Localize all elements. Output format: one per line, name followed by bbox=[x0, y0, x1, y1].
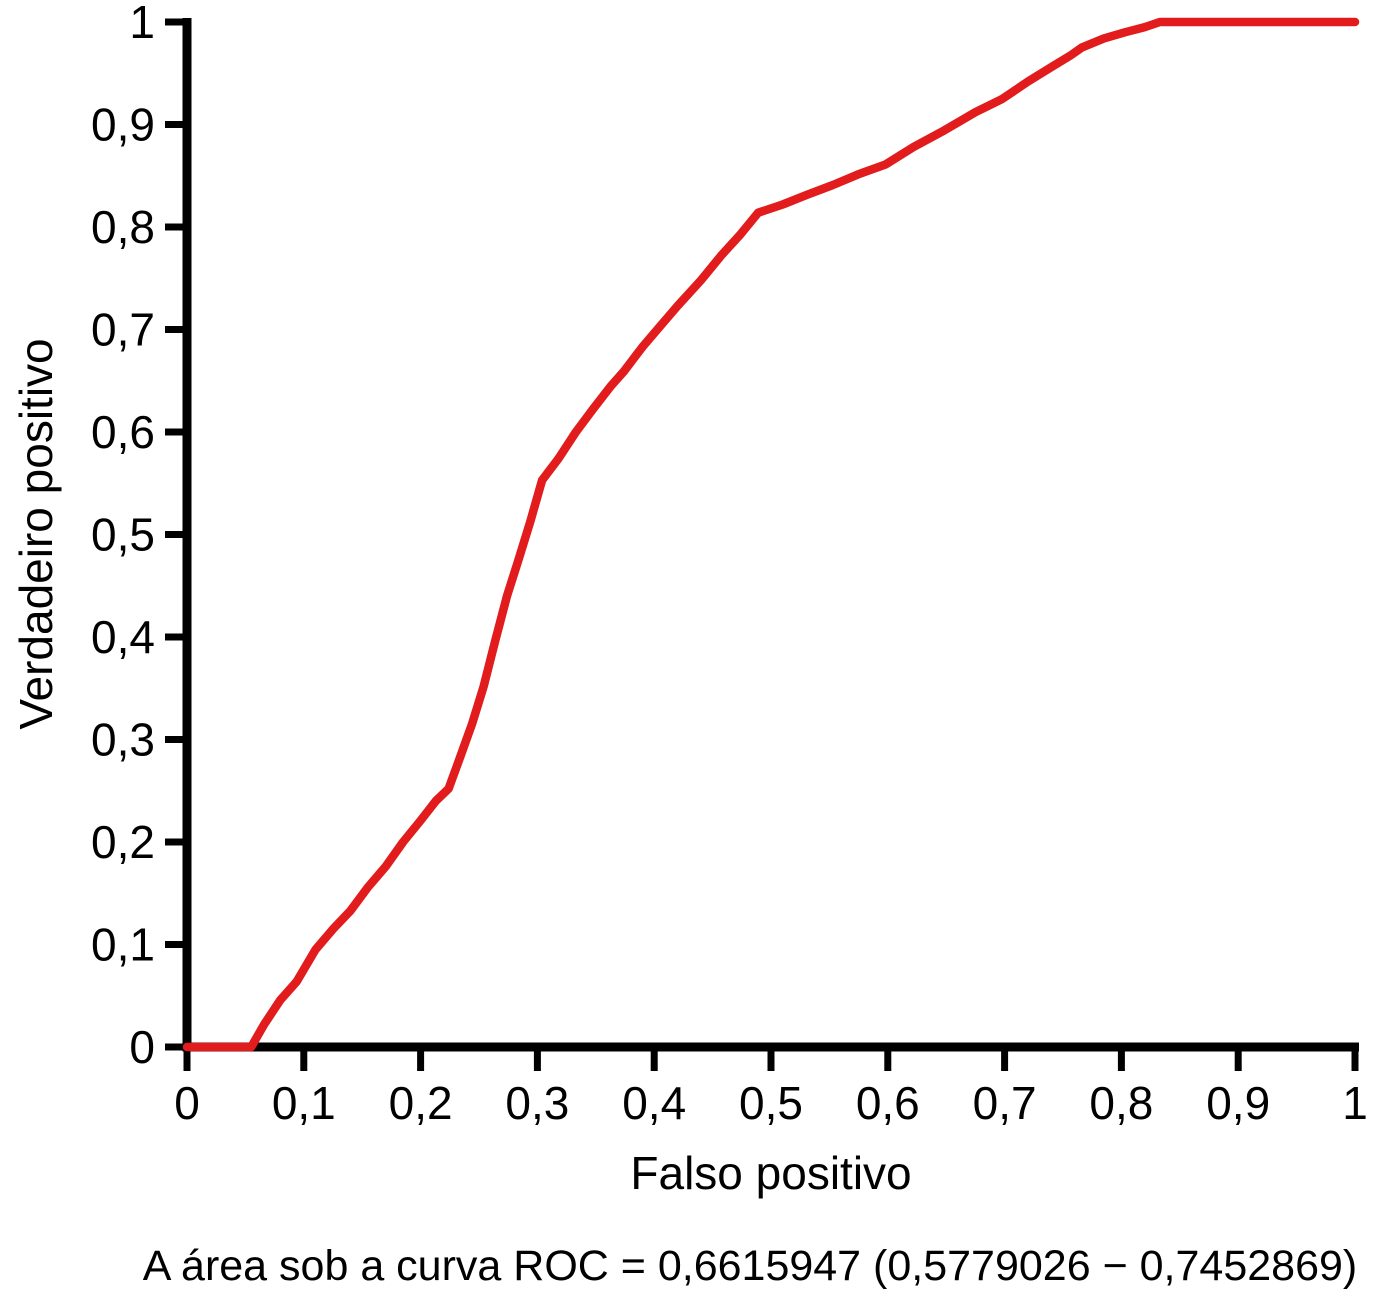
x-tick-label: 0,7 bbox=[973, 1077, 1037, 1129]
y-tick-label: 1 bbox=[129, 0, 155, 48]
y-tick-label: 0,6 bbox=[91, 406, 155, 458]
y-tick-label: 0 bbox=[129, 1021, 155, 1073]
x-tick-label: 0,9 bbox=[1206, 1077, 1270, 1129]
roc-curve bbox=[182, 17, 1360, 1052]
x-tick-label: 0 bbox=[174, 1077, 200, 1129]
x-tick-label: 1 bbox=[1342, 1077, 1368, 1129]
y-tick-label: 0,4 bbox=[91, 611, 155, 663]
y-tick-label: 0,5 bbox=[91, 509, 155, 561]
x-tick-label: 0,1 bbox=[272, 1077, 336, 1129]
x-tick-label: 0,2 bbox=[389, 1077, 453, 1129]
y-tick-label: 0,9 bbox=[91, 99, 155, 151]
x-axis-label: Falso positivo bbox=[630, 1147, 912, 1199]
x-tick-label: 0,8 bbox=[1089, 1077, 1153, 1129]
x-tick-label: 0,3 bbox=[505, 1077, 569, 1129]
figure-caption: A área sob a curva ROC = 0,6615947 (0,57… bbox=[142, 1242, 1358, 1289]
y-axis-label: Verdadeiro positivo bbox=[9, 338, 63, 729]
x-tick-label: 0,5 bbox=[739, 1077, 803, 1129]
x-tick-label: 0,4 bbox=[622, 1077, 686, 1129]
x-tick-label: 0,6 bbox=[856, 1077, 920, 1129]
y-tick-label: 0,3 bbox=[91, 714, 155, 766]
y-tick-label: 0,7 bbox=[91, 304, 155, 356]
y-axis-label-text: Verdadeiro positivo bbox=[10, 338, 62, 730]
y-tick-label: 0,8 bbox=[91, 201, 155, 253]
y-tick-label: 0,1 bbox=[91, 919, 155, 971]
y-tick-label: 0,2 bbox=[91, 816, 155, 868]
